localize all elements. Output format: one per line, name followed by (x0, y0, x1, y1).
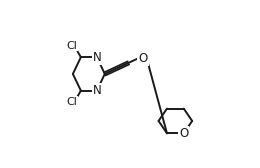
Text: Cl: Cl (67, 40, 77, 51)
Text: N: N (93, 51, 101, 64)
Text: Cl: Cl (67, 97, 77, 107)
Text: O: O (179, 127, 188, 140)
Text: N: N (93, 84, 101, 97)
Text: O: O (138, 52, 148, 65)
